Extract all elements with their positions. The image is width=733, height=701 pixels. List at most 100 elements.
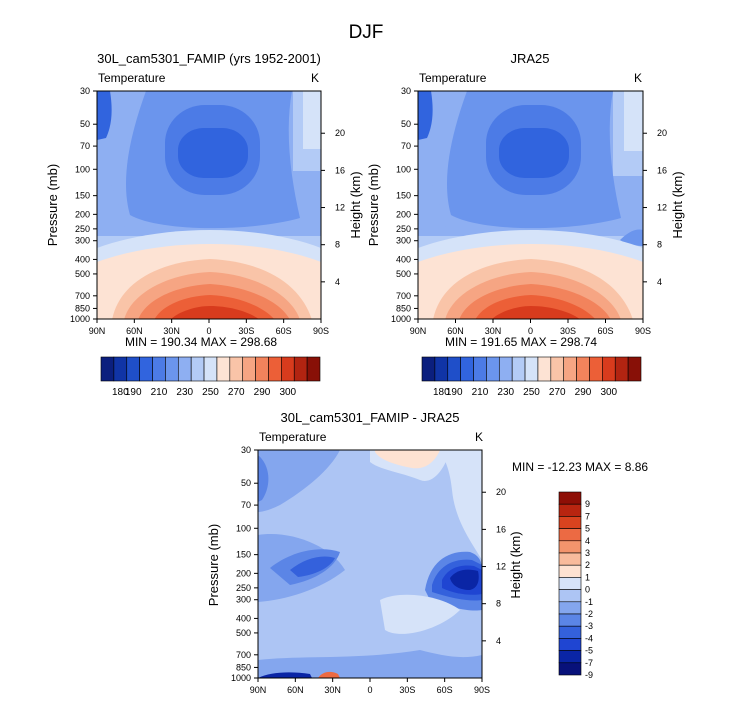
y-tick-label: 1000 <box>70 314 90 324</box>
contour-fill <box>290 556 335 577</box>
colorbar-swatch <box>558 528 582 542</box>
colorbar-label: 2 <box>585 560 590 570</box>
x-tick-label: 90S <box>474 685 490 695</box>
colorbar-swatch <box>558 491 582 505</box>
colorbar-label: 210 <box>472 387 489 398</box>
colorbar-swatch <box>558 564 582 578</box>
y-tick-label: 50 <box>401 119 411 129</box>
height-tick-label: 4 <box>335 277 340 287</box>
panel-title: 30L_cam5301_FAMIP - JRA25 <box>281 410 460 425</box>
x-ticks: 90N 60N 30N 0 30S 60S 90S <box>410 319 651 336</box>
colorbar-label: 270 <box>228 387 245 398</box>
contour-fill <box>97 150 128 230</box>
contour-fill <box>178 128 248 178</box>
colorbar-swatch <box>165 356 179 382</box>
x-tick-label: 0 <box>367 685 372 695</box>
colorbar-swatch <box>558 613 582 627</box>
colorbar-label: -9 <box>585 670 593 680</box>
variable-label: Temperature <box>259 430 327 444</box>
height-axis-label: Height (km) <box>508 531 523 598</box>
y-tick-label: 1000 <box>231 673 251 683</box>
colorbar-swatch <box>524 356 539 382</box>
colorbar-swatch <box>602 356 616 382</box>
y-tick-label: 250 <box>75 224 90 234</box>
x-tick-label: 60N <box>447 326 464 336</box>
height-tick-label: 8 <box>657 240 662 250</box>
x-tick-label: 60N <box>126 326 143 336</box>
colorbar-swatch <box>113 356 128 382</box>
y-tick-label: 200 <box>236 568 251 578</box>
colorbar-swatch <box>177 356 192 382</box>
y-tick-label: 70 <box>241 500 251 510</box>
colorbar-swatch <box>558 540 582 554</box>
contour-fill <box>418 91 433 140</box>
height-tick-label: 16 <box>657 165 667 175</box>
x-tick-label: 30S <box>399 685 415 695</box>
contour-fill <box>258 455 269 502</box>
y-tick-label: 500 <box>75 269 90 279</box>
y-tick-label: 150 <box>396 191 411 201</box>
x-tick-label: 90N <box>89 326 106 336</box>
y-tick-label: 200 <box>75 209 90 219</box>
y-tick-label: 100 <box>75 164 90 174</box>
y-tick-label: 300 <box>396 236 411 246</box>
contour-fill <box>258 672 312 678</box>
units-label: K <box>475 430 483 444</box>
y-tick-label: 850 <box>396 303 411 313</box>
colorbar-label: -4 <box>585 633 593 643</box>
colorbar-label: 180 <box>112 387 129 398</box>
height-tick-label: 16 <box>335 165 345 175</box>
colorbar-swatch <box>550 356 565 382</box>
colorbar-swatch <box>216 356 231 382</box>
x-tick-label: 60S <box>276 326 292 336</box>
x-tick-label: 90S <box>313 326 329 336</box>
colorbar-label: 230 <box>176 387 193 398</box>
colorbar-swatch <box>537 356 552 382</box>
colorbar-swatch <box>460 356 474 382</box>
y-tick-label: 850 <box>75 303 90 313</box>
y-axis-label: Pressure (mb) <box>366 164 381 246</box>
colorbar-label: 9 <box>585 499 590 509</box>
colorbar-swatch <box>203 356 218 382</box>
colorbar-swatch <box>558 650 582 664</box>
x-ticks: 90N 60N 30N 0 30S 60S 90S <box>250 678 490 695</box>
colorbar-label: 250 <box>523 387 540 398</box>
height-ticks: 20 16 12 8 4 <box>482 487 506 646</box>
stats-label: MIN = -12.23 MAX = 8.86 <box>512 460 648 474</box>
height-ticks: 20 16 12 8 4 <box>643 128 667 287</box>
colorbar-swatch <box>558 625 582 639</box>
height-tick-label: 12 <box>496 562 506 572</box>
colorbar: 9 7 5 4 3 2 1 0 -1 -2 -3 -4 -5 -7 -9 <box>558 491 593 680</box>
colorbar-swatch <box>558 516 582 529</box>
y-tick-label: 30 <box>401 86 411 96</box>
colorbar-swatch <box>190 356 205 382</box>
contour-field <box>97 91 321 319</box>
colorbar-label: 230 <box>497 387 514 398</box>
units-label: K <box>634 71 642 85</box>
colorbar-swatch <box>558 577 582 590</box>
y-tick-label: 500 <box>236 628 251 638</box>
y-axis-label: Pressure (mb) <box>206 524 221 606</box>
colorbar-swatch <box>421 356 436 382</box>
y-tick-label: 30 <box>241 445 251 455</box>
colorbar-label: -3 <box>585 621 593 631</box>
x-tick-label: 30S <box>560 326 576 336</box>
y-tick-label: 150 <box>75 191 90 201</box>
colorbar-swatch <box>558 638 582 651</box>
panel-title: 30L_cam5301_FAMIP (yrs 1952-2001) <box>97 51 321 66</box>
colorbar-label: 290 <box>575 387 592 398</box>
y-tick-label: 100 <box>396 164 411 174</box>
contour-field <box>418 91 643 319</box>
contour-fill <box>450 569 479 590</box>
contour-fill <box>499 128 569 178</box>
height-axis-label: Height (km) <box>670 171 685 238</box>
y-tick-label: 400 <box>396 254 411 264</box>
colorbar-label: 190 <box>446 387 463 398</box>
colorbar-label: 180 <box>433 387 450 398</box>
colorbar-label: -1 <box>585 597 593 607</box>
figure-title: DJF <box>349 22 384 43</box>
colorbar-label: -7 <box>585 658 593 668</box>
y-tick-label: 850 <box>236 662 251 672</box>
